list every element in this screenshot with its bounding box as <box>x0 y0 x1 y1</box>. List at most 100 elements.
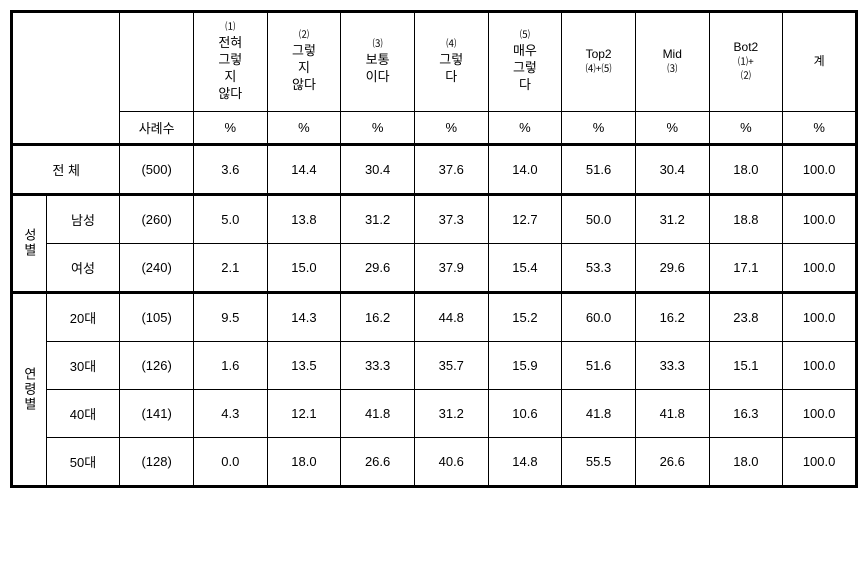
female-s3: 29.6 <box>341 243 415 292</box>
a40-tot: 100.0 <box>783 389 857 437</box>
unit-pct-1: % <box>193 111 267 144</box>
scale1-text: 전혀그렇지않다 <box>196 35 265 103</box>
header-row-units: 사례수 % % % % % % % % % <box>12 111 857 144</box>
header-mid: Mid ⑶ <box>635 12 709 112</box>
all-top2: 51.6 <box>562 144 636 194</box>
a50-n: (128) <box>120 437 194 486</box>
header-scale-2: ⑵ 그렇지않다 <box>267 12 341 112</box>
male-mid: 31.2 <box>635 194 709 243</box>
all-s1: 3.6 <box>193 144 267 194</box>
cat-50s: 50대 <box>46 437 120 486</box>
cat-male: 남성 <box>46 194 120 243</box>
top2-label: Top2 <box>564 46 633 63</box>
row-30s: 30대 (126) 1.6 13.5 33.3 35.7 15.9 51.6 3… <box>12 341 857 389</box>
row-50s: 50대 (128) 0.0 18.0 26.6 40.6 14.8 55.5 2… <box>12 437 857 486</box>
a50-s1: 0.0 <box>193 437 267 486</box>
all-s5: 14.0 <box>488 144 562 194</box>
all-tot: 100.0 <box>783 144 857 194</box>
male-s3: 31.2 <box>341 194 415 243</box>
male-s2: 13.8 <box>267 194 341 243</box>
row-male: 성별 남성 (260) 5.0 13.8 31.2 37.3 12.7 50.0… <box>12 194 857 243</box>
cat-40s: 40대 <box>46 389 120 437</box>
cat-20s: 20대 <box>46 292 120 341</box>
a50-s3: 26.6 <box>341 437 415 486</box>
a30-s3: 33.3 <box>341 341 415 389</box>
cat-female: 여성 <box>46 243 120 292</box>
scale5-text: 매우그렇다 <box>491 43 560 94</box>
header-blank-corner <box>12 12 120 145</box>
row-20s: 연령별 20대 (105) 9.5 14.3 16.2 44.8 15.2 60… <box>12 292 857 341</box>
a20-s3: 16.2 <box>341 292 415 341</box>
all-s3: 30.4 <box>341 144 415 194</box>
a30-s5: 15.9 <box>488 341 562 389</box>
female-s1: 2.1 <box>193 243 267 292</box>
scale4-num: ⑷ <box>417 38 486 52</box>
bot2-label: Bot2 <box>712 39 781 56</box>
header-scale-5: ⑸ 매우그렇다 <box>488 12 562 112</box>
a20-mid: 16.2 <box>635 292 709 341</box>
group-age-label: 연령별 <box>12 292 47 486</box>
female-s2: 15.0 <box>267 243 341 292</box>
a30-s1: 1.6 <box>193 341 267 389</box>
unit-pct-mid: % <box>635 111 709 144</box>
all-bot2: 18.0 <box>709 144 783 194</box>
a30-s2: 13.5 <box>267 341 341 389</box>
row-female: 여성 (240) 2.1 15.0 29.6 37.9 15.4 53.3 29… <box>12 243 857 292</box>
female-tot: 100.0 <box>783 243 857 292</box>
header-scale-4: ⑷ 그렇다 <box>414 12 488 112</box>
mid-sub: ⑶ <box>638 63 707 77</box>
scale2-num: ⑵ <box>270 29 339 43</box>
row-40s: 40대 (141) 4.3 12.1 41.8 31.2 10.6 41.8 4… <box>12 389 857 437</box>
unit-pct-2: % <box>267 111 341 144</box>
group-all-label: 전 체 <box>12 144 120 194</box>
a40-s5: 10.6 <box>488 389 562 437</box>
scale3-num: ⑶ <box>343 38 412 52</box>
a30-top2: 51.6 <box>562 341 636 389</box>
male-tot: 100.0 <box>783 194 857 243</box>
header-scale-1: ⑴ 전혀그렇지않다 <box>193 12 267 112</box>
male-top2: 50.0 <box>562 194 636 243</box>
a50-bot2: 18.0 <box>709 437 783 486</box>
cat-30s: 30대 <box>46 341 120 389</box>
all-n: (500) <box>120 144 194 194</box>
male-s4: 37.3 <box>414 194 488 243</box>
a50-s5: 14.8 <box>488 437 562 486</box>
a30-bot2: 15.1 <box>709 341 783 389</box>
male-s1: 5.0 <box>193 194 267 243</box>
a40-s4: 31.2 <box>414 389 488 437</box>
a40-bot2: 16.3 <box>709 389 783 437</box>
unit-pct-4: % <box>414 111 488 144</box>
all-s4: 37.6 <box>414 144 488 194</box>
a40-s1: 4.3 <box>193 389 267 437</box>
mid-label: Mid <box>638 46 707 63</box>
male-n: (260) <box>120 194 194 243</box>
unit-pct-tot: % <box>783 111 857 144</box>
male-bot2: 18.8 <box>709 194 783 243</box>
all-s2: 14.4 <box>267 144 341 194</box>
header-blank-sample <box>120 12 194 112</box>
scale2-text: 그렇지않다 <box>270 43 339 94</box>
header-row-labels: ⑴ 전혀그렇지않다 ⑵ 그렇지않다 ⑶ 보통이다 ⑷ 그렇다 ⑸ 매우그렇다 T… <box>12 12 857 112</box>
a30-mid: 33.3 <box>635 341 709 389</box>
a20-s5: 15.2 <box>488 292 562 341</box>
a30-n: (126) <box>120 341 194 389</box>
unit-pct-top2: % <box>562 111 636 144</box>
all-mid: 30.4 <box>635 144 709 194</box>
a50-top2: 55.5 <box>562 437 636 486</box>
a20-s1: 9.5 <box>193 292 267 341</box>
female-s5: 15.4 <box>488 243 562 292</box>
unit-pct-3: % <box>341 111 415 144</box>
a50-mid: 26.6 <box>635 437 709 486</box>
group-gender-label: 성별 <box>12 194 47 292</box>
a30-s4: 35.7 <box>414 341 488 389</box>
a40-top2: 41.8 <box>562 389 636 437</box>
a20-s4: 44.8 <box>414 292 488 341</box>
a20-s2: 14.3 <box>267 292 341 341</box>
a50-s2: 18.0 <box>267 437 341 486</box>
scale1-num: ⑴ <box>196 21 265 35</box>
header-total: 계 <box>783 12 857 112</box>
a20-bot2: 23.8 <box>709 292 783 341</box>
a40-s2: 12.1 <box>267 389 341 437</box>
survey-crosstab-table: ⑴ 전혀그렇지않다 ⑵ 그렇지않다 ⑶ 보통이다 ⑷ 그렇다 ⑸ 매우그렇다 T… <box>10 10 858 488</box>
female-s4: 37.9 <box>414 243 488 292</box>
